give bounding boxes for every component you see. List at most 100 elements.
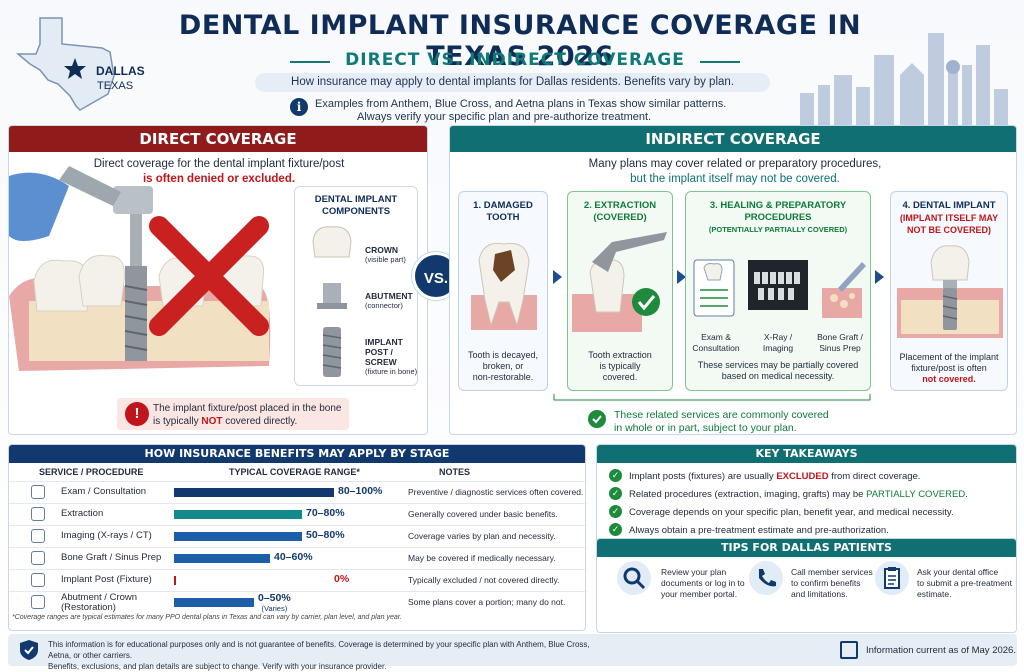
takeaways-heading: KEY TAKEAWAYS — [597, 445, 1016, 463]
coverage-range-value: 0% — [334, 573, 350, 585]
coverage-note: Some plans cover a portion; many do not. — [408, 597, 566, 607]
info-icon: i — [290, 98, 308, 116]
implant-drill-illustration — [9, 166, 271, 371]
disclaimer-bar: This information is for educational purp… — [8, 634, 1017, 671]
dallas-skyline-illustration — [800, 33, 1008, 125]
components-title-1: DENTAL IMPLANT — [314, 194, 398, 205]
tips-heading: TIPS FOR DALLAS PATIENTS — [597, 539, 1016, 557]
coverage-bar — [174, 488, 334, 497]
service-label: Implant Post (Fixture) — [61, 574, 152, 585]
service-label: Abutment / Crown (Restoration) — [61, 592, 138, 613]
covered-note: These related services are commonly cove… — [614, 409, 829, 434]
information-current-date: Information current as of May 2026. — [866, 645, 1016, 656]
service-icon — [31, 573, 45, 587]
indirect-coverage-panel: INDIRECT COVERAGE Many plans may cover r… — [449, 125, 1017, 435]
coverage-bar — [174, 576, 176, 585]
table-row: Implant Post (Fixture) 0% Typically exclud… — [9, 569, 587, 590]
preparatory-procedures-icons — [693, 259, 866, 318]
benefits-by-stage-table: HOW INSURANCE BENEFITS MAY APPLY BY STAG… — [8, 444, 587, 631]
check-icon: ✓ — [609, 523, 622, 536]
service-icon — [31, 595, 45, 609]
takeaway-item: ✓ Related procedures (extraction, imaging… — [609, 487, 968, 500]
table-row: Imaging (X-rays / CT) 50–80% Coverage vari… — [9, 525, 587, 546]
check-icon: ✓ — [609, 469, 622, 482]
coverage-bar-track — [174, 510, 334, 519]
step-damaged-tooth: 1. DAMAGED TOOTH Tooth is decayed, broken… — [458, 191, 548, 391]
direct-desc-2: is often denied or excluded. — [142, 173, 296, 185]
takeaway-item: ✓ Always obtain a pre-treatment estimate … — [609, 523, 889, 536]
coverage-bar-track — [174, 598, 334, 607]
extraction-forceps-icon — [572, 232, 667, 332]
coverage-note: Typically excluded / not covered directl… — [408, 575, 560, 585]
dental-implant-icon — [897, 245, 1003, 338]
coverage-bar — [174, 598, 254, 607]
service-icon — [31, 551, 45, 565]
note-line-1: Examples from Anthem, Blue Cross, and Ae… — [315, 98, 727, 110]
indirect-desc-2: but the implant itself may not be covere… — [630, 173, 840, 185]
col-notes: NOTES — [439, 467, 471, 477]
tips-panel: TIPS FOR DALLAS PATIENTS Review your pla… — [596, 538, 1017, 633]
col-coverage: TYPICAL COVERAGE RANGE* — [229, 467, 360, 477]
component-abutment: ABUTMENT (connector) — [365, 291, 413, 310]
coverage-bar-track — [174, 532, 334, 541]
indirect-coverage-heading: INDIRECT COVERAGE — [450, 126, 1016, 152]
table-row: Extraction 70–80% Generally covered under … — [9, 503, 587, 524]
step-healing-preparatory: 3. HEALING & PREPARATORY PROCEDURES (POT… — [685, 191, 871, 391]
component-implant-post: IMPLANT POST / SCREW (fixture in bone) — [365, 337, 418, 376]
indirect-desc-1: Many plans may cover related or preparat… — [588, 158, 882, 170]
coverage-footnote: *Coverage ranges are typical estimates f… — [12, 614, 402, 621]
magnifier-icon — [617, 561, 651, 595]
key-takeaways-panel: KEY TAKEAWAYS ✓ Implant posts (fixtures) … — [596, 444, 1017, 552]
coverage-range-value: 0–50% (Varies) — [258, 592, 291, 613]
exclamation-icon: ! — [125, 402, 149, 426]
service-label: Extraction — [61, 508, 104, 519]
arrow-icon — [875, 270, 884, 284]
coverage-bar-track — [174, 488, 334, 497]
tagline: How insurance may apply to dental implan… — [255, 73, 770, 92]
direct-warning-box: ! The implant fixture/post placed in the… — [117, 398, 349, 430]
calendar-icon — [840, 641, 858, 659]
coverage-bar — [174, 510, 302, 519]
coverage-bar-track — [174, 554, 334, 563]
arrow-icon — [553, 270, 562, 284]
phone-icon — [749, 561, 783, 595]
page-subtitle: DIRECT VS. INDIRECT COVERAGE — [290, 50, 740, 70]
takeaway-item: ✓ Implant posts (fixtures) are usually EX… — [609, 469, 920, 482]
component-crown: CROWN (visible part) — [365, 245, 406, 264]
direct-desc-1: Direct coverage for the dental implant f… — [93, 158, 345, 170]
disclaimer-text: This information is for educational purp… — [48, 640, 590, 671]
coverage-note: May be covered if medically necessary. — [408, 553, 556, 563]
table-heading: HOW INSURANCE BENEFITS MAY APPLY BY STAG… — [9, 445, 585, 463]
service-label: Imaging (X-rays / CT) — [61, 530, 152, 541]
check-circle-icon — [588, 410, 606, 428]
coverage-note: Preventive / diagnostic services often c… — [408, 487, 584, 497]
table-row: Abutment / Crown (Restoration) 0–50% (Varie… — [9, 591, 587, 613]
coverage-bar — [174, 554, 270, 563]
note-line-2: Always verify your specific plan and pre… — [357, 111, 652, 123]
coverage-note: Generally covered under basic benefits. — [408, 509, 558, 519]
service-icon — [31, 507, 45, 521]
texas-map-icon — [15, 17, 115, 111]
takeaway-item: ✓ Coverage depends on your specific plan,… — [609, 505, 954, 518]
components-title-2: COMPONENTS — [321, 206, 391, 217]
service-icon — [31, 529, 45, 543]
coverage-range-value: 40–60% — [274, 551, 313, 563]
coverage-range-value: 70–80% — [306, 507, 345, 519]
page-title: DENTAL IMPLANT INSURANCE COVERAGE IN TEX… — [178, 10, 862, 72]
covered-bracket — [553, 394, 871, 401]
table-row: Exam / Consultation 80–100% Preventive / d… — [9, 481, 587, 502]
implant-components-box: DENTAL IMPLANT COMPONENTS CROWN (visible … — [294, 186, 418, 386]
coverage-bar-track — [174, 576, 334, 585]
table-row: Bone Graft / Sinus Prep 40–60% May be cove… — [9, 547, 587, 568]
implant-components-icon — [312, 226, 352, 377]
step-dental-implant: 4. DENTAL IMPLANT (IMPLANT ITSELF MAY NO… — [890, 191, 1008, 391]
check-icon: ✓ — [609, 505, 622, 518]
direct-coverage-panel: DIRECT COVERAGE Direct coverage for the … — [8, 125, 428, 435]
check-icon: ✓ — [609, 487, 622, 500]
damaged-tooth-icon — [471, 242, 537, 330]
step-extraction: 2. EXTRACTION (COVERED) Tooth extraction… — [567, 191, 673, 391]
service-label: Bone Graft / Sinus Prep — [61, 552, 162, 563]
coverage-range-value: 80–100% — [338, 485, 383, 497]
service-label: Exam / Consultation — [61, 486, 147, 497]
